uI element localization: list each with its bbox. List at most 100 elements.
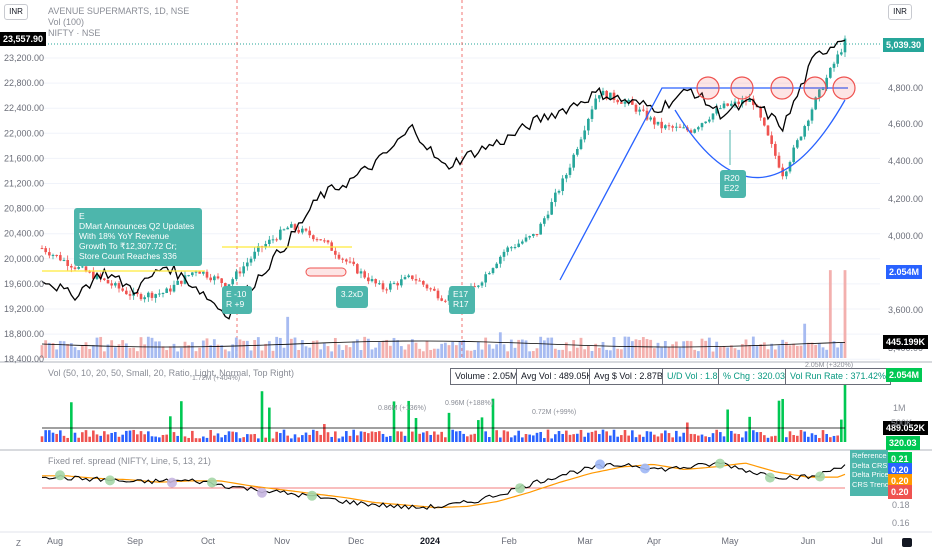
- volume-pane-bar: [396, 431, 399, 442]
- candle-body: [803, 126, 806, 137]
- volume-callout-dec[interactable]: 3.2xD: [336, 286, 368, 308]
- candle-body: [506, 247, 509, 252]
- candle-body: [499, 256, 502, 264]
- candle-body: [213, 276, 216, 281]
- volume-bar: [817, 343, 821, 358]
- candle-body: [792, 147, 795, 163]
- volume-bar: [550, 337, 554, 358]
- cup-curve: [674, 99, 846, 179]
- news-callout-title: E: [79, 211, 85, 221]
- volume-pane-bar: [238, 438, 242, 442]
- candle-body: [510, 247, 513, 249]
- volume-bar: [546, 337, 550, 358]
- candle-body: [436, 290, 440, 299]
- volume-bar: [693, 349, 697, 358]
- volume-bar: [729, 345, 733, 358]
- candle-body: [55, 254, 58, 256]
- volume-pane-bar: [814, 434, 817, 442]
- candle-body: [829, 67, 832, 78]
- candle-body: [796, 140, 799, 148]
- candle-body: [374, 279, 377, 284]
- volume-pane-bar: [176, 435, 179, 442]
- volume-pane-bar: [634, 437, 638, 442]
- news-callout[interactable]: E DMart Announces Q2 Updates With 18% Yo…: [74, 208, 202, 266]
- candle-body: [216, 276, 220, 279]
- volume-pane-bar: [810, 433, 814, 442]
- volume-bar: [586, 345, 590, 358]
- volume-bar: [227, 351, 231, 358]
- volume-bar: [638, 340, 642, 358]
- right-tick-label: 4,800.00: [888, 83, 923, 93]
- volume-bar: [832, 341, 836, 358]
- rs-signal-dot: [105, 475, 115, 486]
- rs-trend-line: [42, 462, 846, 509]
- earnings-callout-may[interactable]: R20 E22: [720, 170, 746, 198]
- volume-pane-bar: [752, 430, 755, 442]
- volume-pane-bar: [227, 431, 231, 442]
- rs-scale-018: 0.18: [892, 500, 910, 510]
- volume-bar: [755, 346, 759, 358]
- volume-bar: [220, 345, 224, 358]
- candle-body: [561, 178, 564, 192]
- candle-body: [502, 251, 506, 257]
- candle-body: [106, 279, 110, 284]
- volume-pane-bar: [719, 432, 722, 442]
- rs-signal-dot: [515, 483, 525, 494]
- candle-body: [836, 54, 839, 64]
- candle-body: [814, 97, 817, 110]
- volume-bar: [106, 344, 110, 358]
- candle-body: [653, 117, 656, 125]
- volume-pane-bar: [370, 431, 374, 442]
- volume-pane-bar: [165, 434, 168, 442]
- nifty-current-badge: 23,557.90: [0, 32, 47, 46]
- volume-pane-bar: [48, 430, 51, 442]
- tradingview-logo-icon[interactable]: [902, 538, 912, 547]
- currency-selector-right[interactable]: INR: [888, 4, 912, 20]
- volume-bar: [260, 350, 264, 358]
- candle-body: [554, 192, 557, 203]
- volume-pane-bar: [264, 437, 267, 442]
- volume-bar: [843, 270, 847, 358]
- symbol-title: AVENUE SUPERMARTS, 1D, NSE: [48, 6, 190, 16]
- volume-pane-bar: [143, 434, 146, 442]
- cup-pattern-drawing[interactable]: [559, 87, 848, 281]
- currency-selector-left[interactable]: INR: [4, 4, 28, 20]
- volume-bar: [762, 342, 766, 358]
- time-tick-label: May: [721, 536, 739, 546]
- volume-pane-bar: [411, 431, 414, 442]
- earnings-callout-oct[interactable]: E -10 R +9: [222, 286, 252, 314]
- volume-pane-bars: [40, 381, 847, 442]
- volume-pane-bar: [557, 431, 561, 442]
- candle-body: [488, 273, 491, 275]
- volume-bar: [608, 350, 612, 358]
- earnings-callout-jan[interactable]: E17 R17: [449, 286, 475, 314]
- volume-bar: [667, 346, 671, 358]
- volume-pane-bar: [88, 436, 91, 442]
- stat-avg-dollar-vol: Avg $ Vol : 2.87B: [589, 368, 668, 385]
- volume-pane-bar: [257, 438, 260, 442]
- candle-body: [840, 52, 843, 55]
- nifty-comparison-line[interactable]: [41, 39, 846, 320]
- volume-bar: [399, 346, 403, 358]
- candle-body: [601, 90, 605, 96]
- candle-body: [326, 240, 330, 243]
- candle-body: [719, 108, 722, 110]
- candle-body: [623, 101, 627, 104]
- time-tick-label: Dec: [348, 536, 365, 546]
- volume-pane-bar: [568, 434, 572, 442]
- candle-body: [612, 92, 616, 100]
- volume-pane-bar: [385, 436, 388, 442]
- highlight-circle: [730, 76, 754, 100]
- timezone-icon[interactable]: Z: [16, 539, 21, 548]
- stat-avg-vol: Avg Vol : 489.05K: [516, 368, 598, 385]
- volume-pane-bar: [249, 434, 253, 442]
- candle-body: [799, 136, 803, 141]
- candle-body: [517, 243, 520, 248]
- volume-bar: [539, 336, 543, 358]
- volume-pane-bar: [161, 434, 165, 442]
- candle-body: [704, 121, 707, 124]
- candle-body: [550, 202, 553, 215]
- candle-body: [660, 121, 663, 129]
- volume-pane-bar: [297, 437, 300, 442]
